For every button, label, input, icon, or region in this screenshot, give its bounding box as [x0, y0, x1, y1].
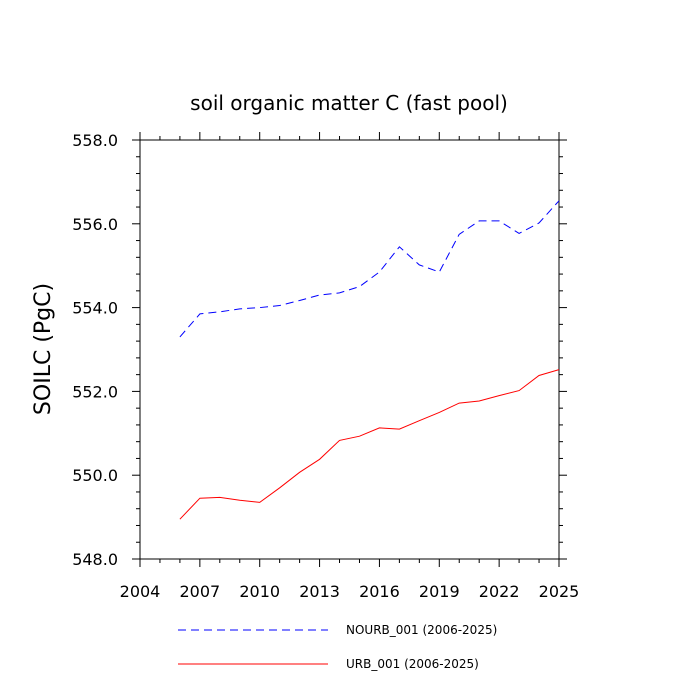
y-axis-label: SOILC (PgC) [31, 283, 56, 415]
chart-title: soil organic matter C (fast pool) [190, 91, 508, 115]
x-tick-label: 2016 [359, 582, 400, 601]
x-tick-label: 2007 [179, 582, 220, 601]
x-tick-label: 2022 [479, 582, 520, 601]
y-tick-label: 554.0 [72, 299, 118, 318]
legend-label-0: NOURB_001 (2006-2025) [346, 623, 497, 637]
series-line-0 [179, 200, 560, 338]
x-tick-label: 2004 [120, 582, 161, 601]
x-tick-label: 2013 [299, 582, 340, 601]
series-line-1 [179, 369, 560, 520]
y-tick-label: 550.0 [72, 466, 118, 485]
x-tick-label: 2019 [419, 582, 460, 601]
y-tick-label: 552.0 [72, 382, 118, 401]
x-tick-label: 2025 [539, 582, 580, 601]
plot-frame [139, 139, 560, 560]
y-tick-label: 556.0 [72, 215, 118, 234]
y-tick-label: 558.0 [72, 131, 118, 150]
x-tick-label: 2010 [239, 582, 280, 601]
legend-label-1: URB_001 (2006-2025) [346, 657, 479, 671]
y-tick-label: 548.0 [72, 550, 118, 569]
